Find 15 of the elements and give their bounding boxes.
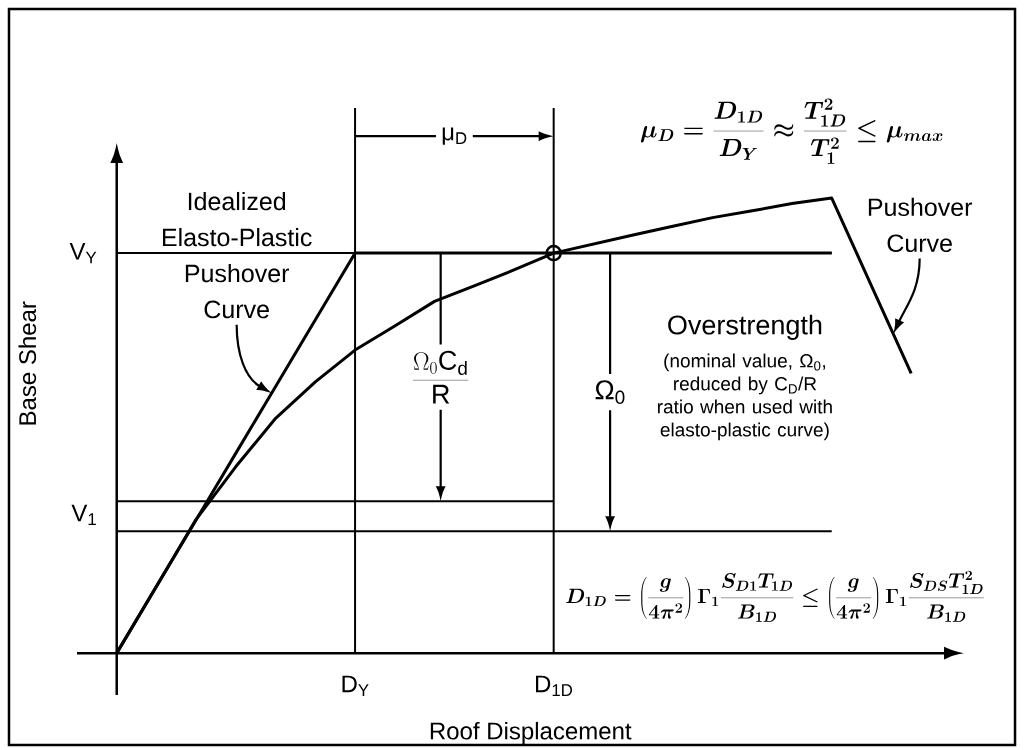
annotation: $\frac{\Omega_0 \mathrm{C}_\mathrm{d}}{\mathrm{R}}$ bbox=[412, 350, 469, 404]
annotation: $D_{1D} = \left(\frac{g}{4\pi^2}\right)\Gamma_1 \frac{S_{D1}T_{1D}}{B_{1D}} \le \left(\frac{g}{4\pi^2}\right)\Gamma_1 \frac{S_{DS}T_{1D}^2}{B_{1D}}$ bbox=[566, 570, 984, 622]
y-axis-title: Base Shear bbox=[18, 301, 37, 425]
series-label: Pushover Curve bbox=[868, 197, 973, 253]
ref-line-label: V$_{Y}$ bbox=[69, 243, 97, 264]
x-axis-title: Roof Displacement bbox=[430, 721, 632, 745]
series-label: Idealized Elasto-Plastic Pushover Curve bbox=[162, 191, 312, 319]
text: (nominal value, Ω$_{0}$, reduced by C$_{D}$/R ratio when used with elasto-plastic curve) bbox=[658, 353, 832, 441]
x-tick-label: D$_{Y}$ bbox=[342, 675, 369, 696]
ref-line-label: V$_{1}$ bbox=[71, 504, 96, 525]
text: $\mu_D = \frac{D_{1D}}{D_Y} \approx \frac{T_{1D}^2}{T_1^2} \le \mu_{max}$ bbox=[640, 98, 943, 164]
text: μ$_{D}$ bbox=[442, 127, 467, 145]
annotation: Ω$_{0}$ bbox=[595, 380, 625, 404]
annotation: Overstrength bbox=[668, 314, 822, 340]
x-tick-label: D$_{1D}$ bbox=[535, 675, 573, 696]
